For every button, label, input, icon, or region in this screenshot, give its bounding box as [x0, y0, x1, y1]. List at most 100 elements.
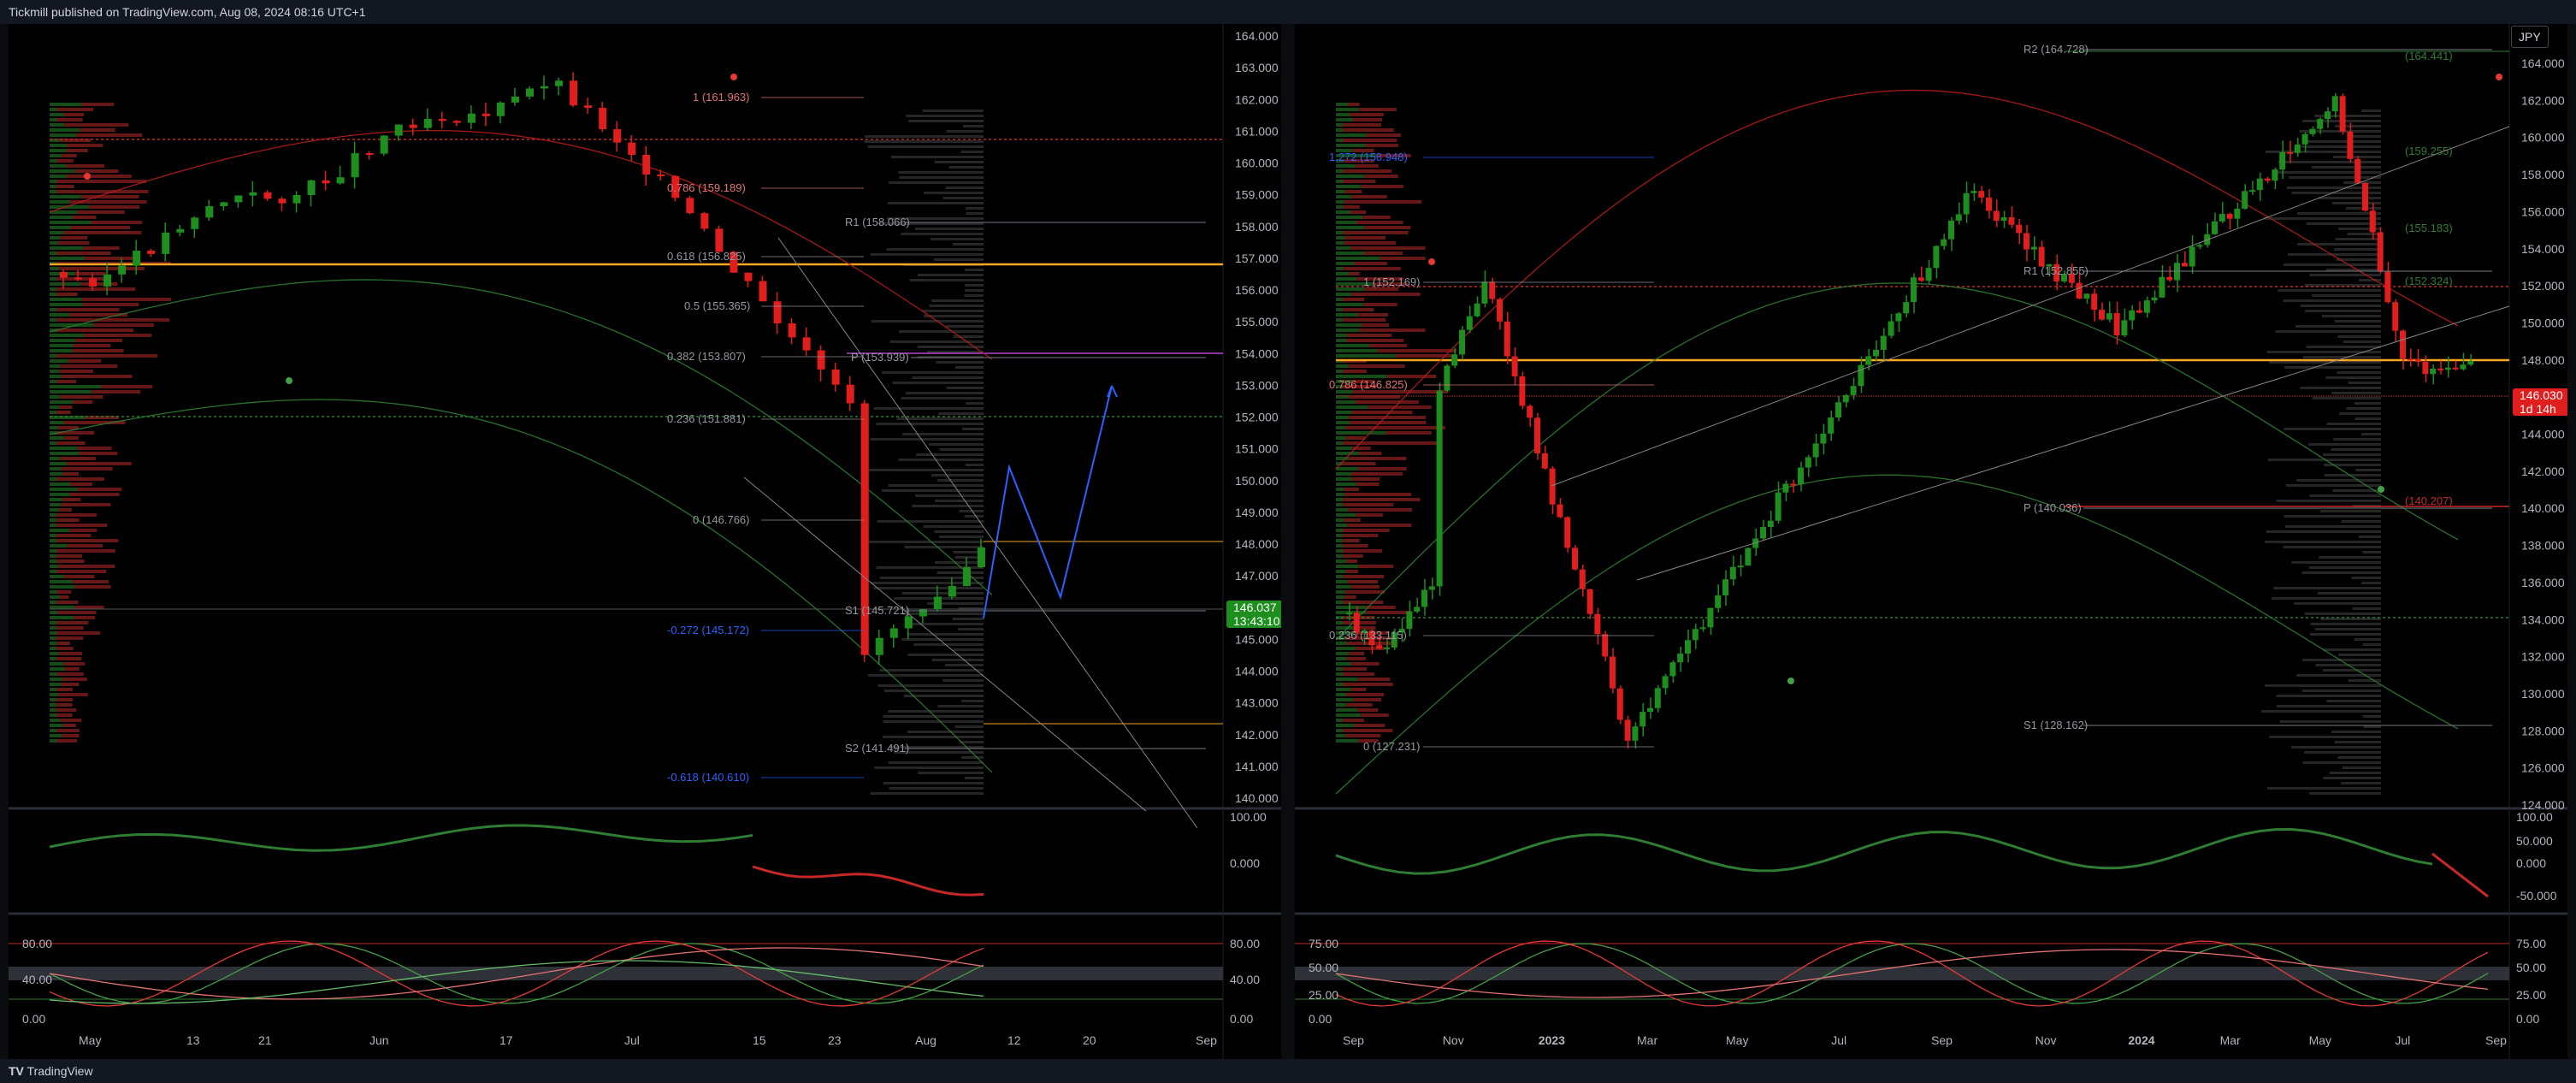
oscillator-tick-label: 0.00 — [2516, 1012, 2539, 1026]
volume-profile-bar — [1344, 236, 1386, 240]
volume-profile-bar — [63, 436, 79, 440]
volume-profile-bar — [75, 133, 143, 137]
volume-profile-bar — [873, 587, 984, 589]
volume-profile-bar — [2301, 145, 2381, 148]
price-tick-label: 164.000 — [2521, 56, 2565, 70]
volume-profile-bar — [60, 364, 118, 368]
oscillator-tick-label: 100.00 — [2516, 810, 2553, 824]
volume-profile-bar — [1336, 493, 1344, 496]
volume-profile-bar — [2341, 520, 2381, 523]
price-tick-label: 142.000 — [2521, 465, 2565, 478]
volume-profile-bar — [867, 541, 984, 543]
candle-body — [1436, 390, 1443, 587]
volume-profile-bar — [50, 385, 102, 388]
volume-profile-bar — [1336, 123, 1343, 127]
oscillator-tick-label: 50.000 — [2516, 834, 2553, 848]
time-axis-label: Mar — [2220, 1033, 2241, 1047]
volume-profile-bar — [50, 626, 56, 630]
volume-profile-bar — [876, 423, 984, 425]
right-chart-canvas[interactable]: 164.000 162.000 160.000 158.000 156.000 154.0… — [1295, 24, 2567, 1059]
volume-profile-bar — [2329, 772, 2381, 774]
volume-profile-bar — [50, 580, 74, 583]
volume-profile-bar — [50, 534, 56, 537]
candle-body — [1541, 453, 1548, 469]
fib-level-label: 0.786 (159.189) — [667, 181, 746, 194]
volume-profile-bar — [56, 518, 80, 522]
candle-body — [2234, 208, 2241, 219]
volume-profile-bar — [50, 370, 59, 373]
volume-profile-bar — [50, 226, 71, 229]
time-axis-label: Jun — [369, 1033, 389, 1047]
candle-body — [642, 154, 651, 175]
volume-profile-bar — [50, 123, 65, 127]
candle-body — [1361, 630, 1368, 633]
candle-body — [2166, 276, 2173, 281]
signal-dot — [1787, 678, 1794, 684]
candle-body — [1715, 595, 1722, 608]
volume-profile-bar — [2276, 695, 2381, 697]
volume-profile-bar — [1377, 349, 1456, 352]
candle-body — [1760, 527, 1766, 539]
volume-profile-bar — [2309, 633, 2381, 636]
volume-profile-bar — [1343, 231, 1409, 234]
candle-body — [394, 124, 403, 136]
volume-profile-bar — [1336, 534, 1343, 537]
chart-panel-right[interactable]: 164.000 162.000 160.000 158.000 156.000 154.0… — [1295, 24, 2567, 1059]
candle-body — [1346, 613, 1352, 615]
volume-profile-bar — [887, 202, 984, 204]
volume-profile-bar — [50, 282, 81, 286]
volume-profile-bar — [50, 195, 81, 198]
candle-body — [1428, 586, 1435, 590]
left-chart-canvas[interactable]: 164.000 163.000 162.000 161.000 160.000 159.0… — [9, 24, 1281, 1059]
volume-profile-bar — [1349, 457, 1407, 460]
volume-profile-bar — [1349, 113, 1384, 116]
volume-profile-bar — [50, 339, 76, 342]
volume-profile-bar — [1348, 103, 1360, 106]
volume-profile-bar — [2276, 705, 2381, 707]
volume-profile-bar — [874, 766, 984, 769]
candle-body — [628, 142, 636, 155]
volume-profile-bar — [946, 387, 984, 389]
volume-profile-bar — [2319, 510, 2381, 512]
signal-dot — [286, 377, 292, 384]
candle-body — [657, 175, 665, 177]
volume-profile-bar — [50, 257, 86, 260]
volume-profile-bar — [1336, 236, 1345, 240]
pivot-label: P (140.036) — [2024, 501, 2082, 514]
volume-profile-bar — [2333, 248, 2381, 251]
volume-profile-bar — [57, 611, 97, 614]
volume-profile-bar — [50, 287, 56, 291]
price-tick-label: 140.000 — [2521, 501, 2565, 515]
candle-body — [2422, 361, 2429, 375]
candle-body — [570, 80, 578, 106]
volume-profile-bar — [50, 493, 70, 496]
volume-profile-bar — [1346, 693, 1385, 696]
volume-profile-bar — [879, 222, 984, 225]
candle-body — [1481, 281, 1488, 304]
time-axis-label: 13 — [186, 1033, 200, 1047]
fib-level-label: 0.236 (151.881) — [667, 412, 746, 425]
volume-profile-bar — [1351, 477, 1380, 481]
volume-profile-bar — [1336, 133, 1367, 137]
volume-profile-bar — [2335, 238, 2381, 240]
volume-profile-bar — [50, 308, 56, 311]
volume-profile-bar — [56, 108, 94, 111]
volume-profile-bar — [1336, 287, 1365, 291]
candle-body — [380, 135, 388, 154]
candle-body — [1993, 210, 2000, 222]
volume-profile-bar — [56, 636, 84, 640]
volume-profile-bar — [1359, 452, 1382, 455]
currency-button[interactable]: JPY — [2511, 26, 2549, 48]
volume-profile-bar — [1336, 580, 1348, 583]
chart-panel-left[interactable]: 164.000 163.000 162.000 161.000 160.000 159.0… — [9, 24, 1281, 1059]
candle-body — [1707, 607, 1714, 628]
price-tick-label: 150.000 — [2521, 316, 2565, 329]
volume-profile-bar — [902, 613, 984, 615]
candle-body — [2212, 221, 2218, 234]
volume-profile-bar — [1365, 606, 1396, 609]
time-axis-label: May — [2309, 1033, 2331, 1047]
candle-body — [1511, 356, 1518, 376]
volume-profile-bar — [2352, 607, 2381, 610]
volume-profile-bar — [916, 453, 984, 456]
volume-profile-bar — [954, 366, 984, 369]
